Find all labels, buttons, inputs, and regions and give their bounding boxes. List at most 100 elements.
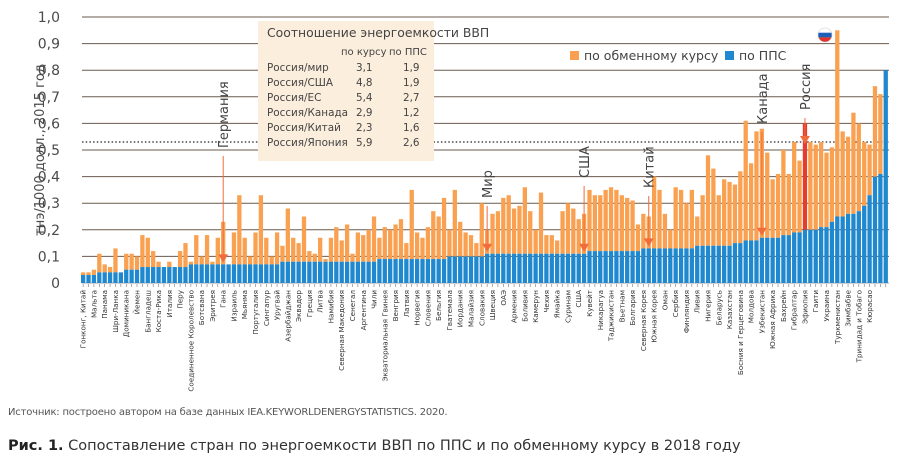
bar-ppp xyxy=(167,267,172,283)
bar-exchange xyxy=(845,136,851,214)
bar-exchange xyxy=(312,253,317,262)
arrow-down-icon xyxy=(799,136,810,145)
x-category-label: Норвегия xyxy=(413,290,422,326)
x-category-label: Уругвай xyxy=(273,290,282,321)
bar-exchange xyxy=(651,176,657,249)
bar-ppp xyxy=(177,267,183,283)
bar-exchange xyxy=(592,195,598,252)
bar-exchange xyxy=(145,237,150,268)
x-category-label: Боливия xyxy=(520,290,529,322)
bar-exchange xyxy=(231,232,237,265)
legend-label-ppp: по ППС xyxy=(739,48,787,63)
bar-ppp xyxy=(781,235,786,283)
x-category-label: Доминикана xyxy=(122,290,131,337)
bar-ppp xyxy=(824,227,829,283)
bar-ppp xyxy=(447,256,452,283)
bar-exchange xyxy=(824,152,829,228)
x-category-label: Южная Корея xyxy=(650,290,659,343)
bar-ppp xyxy=(398,259,404,283)
y-tick-label: 0,9 xyxy=(38,37,60,53)
bar-exchange xyxy=(167,261,172,268)
bar-exchange xyxy=(183,243,188,268)
x-category-label: Коста-Рика xyxy=(154,290,163,332)
bar-exchange xyxy=(463,232,468,257)
x-category-label: Намибия xyxy=(326,290,335,323)
x-category-label: Нигерия xyxy=(703,290,712,322)
bar-ppp xyxy=(495,253,501,283)
ratio-row-label: Россия/мир xyxy=(267,62,329,74)
bar-exchange xyxy=(754,131,759,241)
bar-exchange xyxy=(274,232,280,265)
bar-exchange xyxy=(495,211,501,254)
legend-label-exchange: по обменному курсу xyxy=(584,48,719,63)
bar-exchange xyxy=(786,173,791,236)
bar-exchange xyxy=(662,213,668,249)
bar-ppp xyxy=(463,256,468,283)
bar-ppp xyxy=(517,253,522,283)
bar-exchange xyxy=(781,150,786,236)
x-category-label: Соединенное Королевство xyxy=(186,290,195,392)
bar-exchange xyxy=(625,197,630,252)
bar-exchange xyxy=(765,152,770,238)
x-category-label: Вьетнам xyxy=(617,290,626,322)
bar-exchange xyxy=(291,237,296,262)
bar-ppp xyxy=(242,264,247,283)
bar-ppp xyxy=(145,267,150,283)
bar-exchange xyxy=(431,211,436,260)
bar-ppp xyxy=(571,253,576,283)
ratio-col-rate: по курсу xyxy=(341,47,387,58)
bar-ppp xyxy=(318,261,323,283)
x-category-label: Шри-Ланка xyxy=(111,290,120,333)
x-category-label: Гаити xyxy=(811,290,820,313)
bar-ppp xyxy=(355,261,361,283)
y-tick-label: 0,6 xyxy=(38,116,60,132)
bar-exchange xyxy=(258,195,264,265)
bar-exchange xyxy=(538,192,544,254)
bar-exchange xyxy=(188,261,194,265)
bar-exchange xyxy=(490,213,495,254)
bar-exchange xyxy=(377,237,382,260)
bar-exchange xyxy=(334,227,339,262)
bar-ppp xyxy=(344,261,350,283)
x-category-label: Финляндия xyxy=(682,290,691,333)
bar-ppp xyxy=(140,267,145,283)
bar-exchange xyxy=(323,259,328,262)
bar-ppp xyxy=(118,272,123,283)
ratio-table: Соотношение энергоемкости ВВП по курсу п… xyxy=(258,21,489,161)
bar-ppp xyxy=(695,245,700,283)
bar-ppp xyxy=(231,264,237,283)
bar-ppp xyxy=(350,261,355,283)
bar-exchange xyxy=(748,163,754,241)
x-category-label: Ботсвана xyxy=(197,290,206,325)
bar-exchange xyxy=(598,195,603,252)
x-category-label: Украина xyxy=(822,290,831,321)
bar-exchange xyxy=(872,86,878,177)
y-tick-label: 1,0 xyxy=(38,10,60,26)
bar-ppp xyxy=(808,229,813,283)
bar-exchange xyxy=(199,256,204,265)
annotation-label: Канада xyxy=(756,73,771,124)
bar-ppp xyxy=(587,251,592,283)
x-category-label: Туркменистан xyxy=(833,290,842,345)
bar-exchange xyxy=(587,189,592,252)
bar-ppp xyxy=(204,264,210,283)
y-tick-label: 0,8 xyxy=(38,63,60,79)
bar-exchange xyxy=(102,264,107,273)
x-category-label: Эквадор xyxy=(294,290,303,322)
x-category-label: Болгария xyxy=(628,290,637,326)
x-category-label: Оман xyxy=(660,290,669,310)
bar-ppp xyxy=(371,261,377,283)
x-category-label: Гонконг, Китай xyxy=(79,290,88,349)
bar-exchange xyxy=(393,224,398,260)
x-category-label: США xyxy=(574,290,583,308)
bar-exchange xyxy=(802,123,808,230)
bar-exchange xyxy=(673,187,678,249)
bar-exchange xyxy=(398,219,404,260)
bar-exchange xyxy=(775,173,781,238)
bar-ppp xyxy=(786,235,791,283)
x-category-label: Италия xyxy=(165,290,174,318)
legend-swatch-exchange xyxy=(570,51,579,60)
bar-ppp xyxy=(129,269,134,283)
bar-exchange xyxy=(797,160,802,233)
bar-exchange xyxy=(608,187,614,252)
